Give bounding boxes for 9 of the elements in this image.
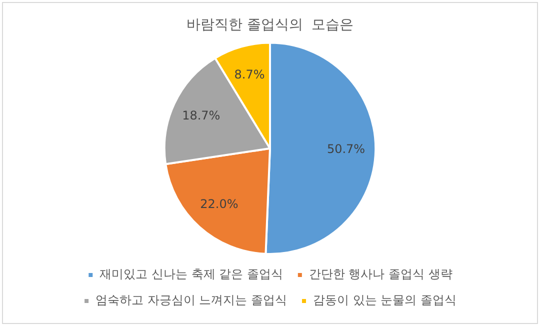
data-label: 22.0% [200,197,238,212]
data-label: 18.7% [182,108,220,122]
chart-title: 바람직한 졸업식의 모습은 [186,17,354,34]
data-label: 50.7% [326,142,366,156]
legend-label: 재미있고 신나는 축제 같은 졸업식 [100,267,283,282]
legend-label: 엄숙하고 자긍심이 느껴지는 졸업식 [96,293,288,308]
data-label: 8.7% [234,67,265,82]
legend-label: 간단한 행사나 졸업식 생략 [308,267,452,282]
legend-label: 감동이 있는 눈물의 졸업식 [313,293,456,308]
